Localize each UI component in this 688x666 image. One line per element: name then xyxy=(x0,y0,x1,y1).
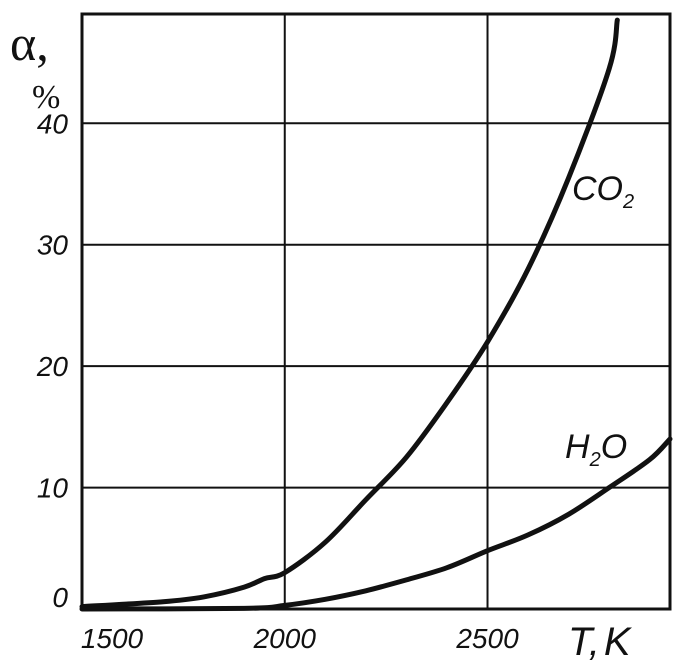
x-axis-separator: , xyxy=(589,620,600,664)
y-tick-label-40: 40 xyxy=(37,108,69,139)
grid xyxy=(82,14,670,609)
y-tick-label-0: 0 xyxy=(52,582,68,613)
series-label-h2o-sub: 2 xyxy=(589,449,601,471)
series-label-h2o: H2O xyxy=(565,428,627,471)
x-tick-label-2000: 2000 xyxy=(253,623,317,654)
y-tick-label-20: 20 xyxy=(36,351,69,382)
series-label-co2-main: CO xyxy=(572,170,623,208)
x-axis-unit: K xyxy=(604,620,633,664)
series-line-co2 xyxy=(79,17,620,610)
y-axis-symbol: α, xyxy=(10,15,49,71)
series-line-h2o xyxy=(79,436,673,612)
x-tick-label-1500: 1500 xyxy=(81,623,144,654)
series-label-h2o-tail: O xyxy=(601,428,627,466)
y-tick-labels: 0 10 20 30 40 xyxy=(36,108,69,613)
x-tick-label-2500: 2500 xyxy=(455,623,519,654)
series-label-co2: CO2 xyxy=(572,170,634,213)
x-tick-labels: 1500 2000 2500 xyxy=(81,623,519,654)
series-label-h2o-main: H xyxy=(565,428,590,466)
x-axis-label: T, K xyxy=(568,620,633,664)
y-tick-label-10: 10 xyxy=(37,473,69,504)
y-axis-unit: % xyxy=(32,79,60,116)
plot-frame xyxy=(80,12,672,611)
y-tick-label-30: 30 xyxy=(37,230,69,261)
curves xyxy=(79,17,673,612)
series-label-co2-sub: 2 xyxy=(622,191,634,213)
